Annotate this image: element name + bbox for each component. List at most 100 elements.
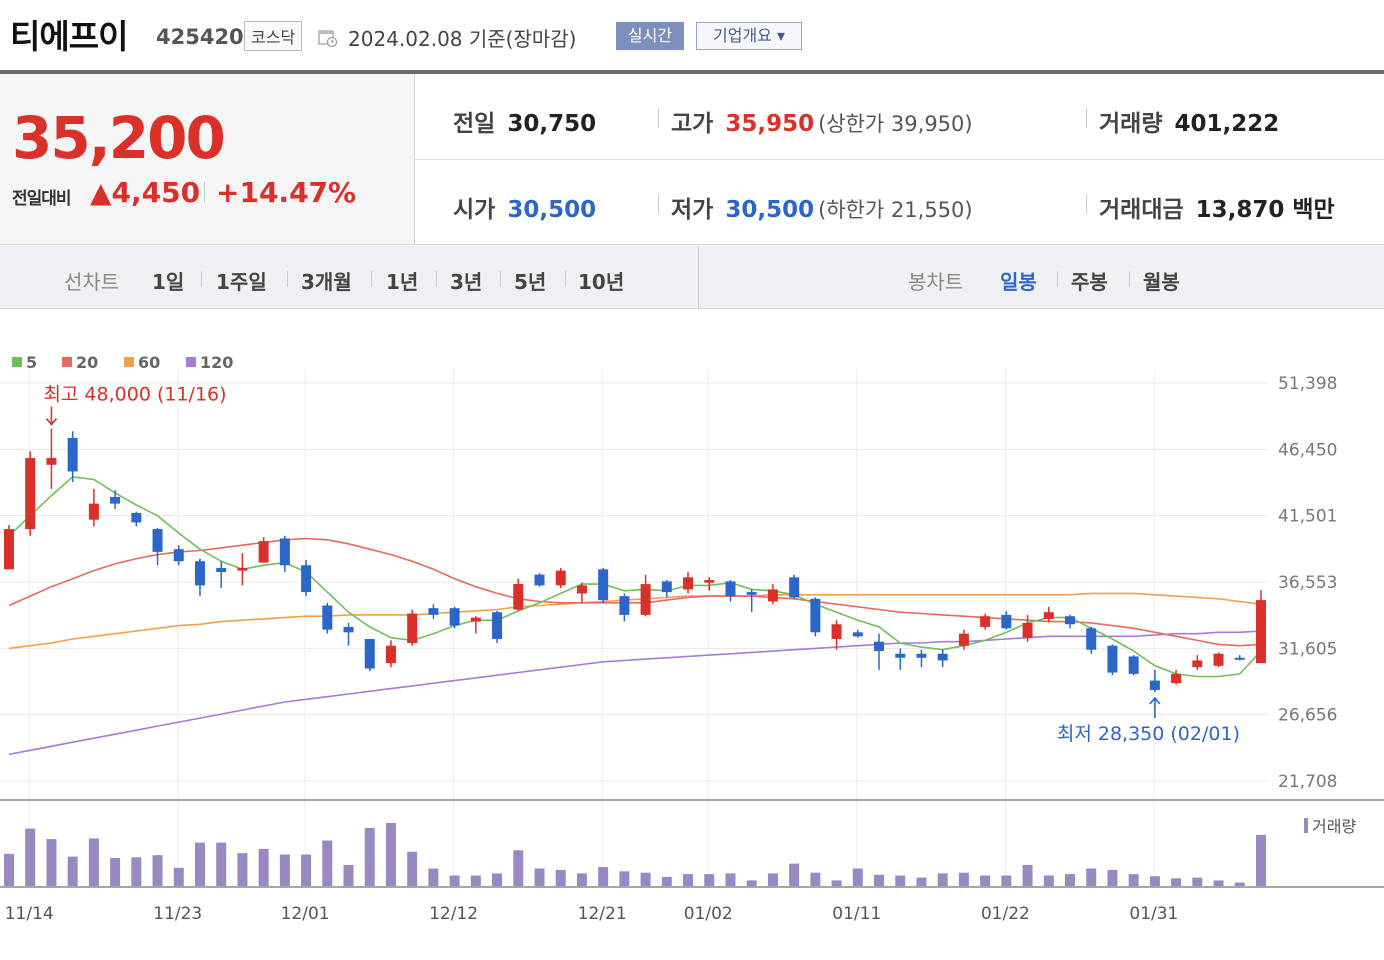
candle-body [746,592,757,595]
candle-body [555,570,566,586]
volume-bar [513,850,524,886]
period-tab-10y[interactable]: 10년 [578,270,625,294]
y-tick-label: 51,398 [1278,374,1337,394]
open-stat: 시가 30,500 [453,197,597,223]
calendar-icon [318,30,338,48]
tab-divider [287,271,288,287]
volume-bar [131,857,142,886]
volume-bar [46,839,57,886]
tab-divider [436,271,437,287]
candle-body [619,596,630,615]
period-section-divider [698,246,699,308]
candle-body [449,608,460,626]
candle-body [534,574,545,586]
candle-tab-weekly[interactable]: 주봉 [1071,270,1108,294]
x-tick-label: 11/14 [5,904,54,924]
volume-bar [343,865,354,886]
candle-body [683,577,694,590]
candle-body [152,529,163,552]
stat-divider [658,108,659,128]
amount-stat: 거래대금 13,870 백만 [1099,197,1335,223]
volume-bar [470,875,481,886]
volume-bar [279,854,290,886]
candle-body [343,626,354,633]
y-tick-label: 46,450 [1278,440,1337,460]
candle-body [725,581,736,597]
volume-bar [555,869,566,886]
x-tick-label: 01/11 [832,904,881,924]
volume-bar [1255,834,1266,886]
candle-body [237,567,248,571]
candles [4,428,1266,692]
high-stat: 고가 35,950 (상한가 39,950) [671,111,973,137]
volume-bar [980,875,991,886]
candle-body [67,437,78,472]
stat-divider [1086,108,1087,128]
period-tab-1y[interactable]: 1년 [386,270,419,294]
current-price: 35,200 [12,104,226,172]
market-badge: 코스닥 [244,21,303,51]
stat-divider [658,194,659,214]
y-tick-label: 36,553 [1278,573,1337,593]
volume-bar [258,848,269,886]
low-annotation: 최저 28,350 (02/01) [1057,723,1240,745]
x-tick-label: 01/02 [684,904,733,924]
candle-tab-daily[interactable]: 일봉 [1000,270,1037,294]
volume-bar [428,868,439,886]
realtime-button[interactable]: 실시간 [616,22,684,50]
candle-body [88,503,99,520]
y-tick-label: 31,605 [1278,639,1337,659]
tab-divider [565,271,566,287]
low-stat: 저가 30,500 (하한가 21,550) [671,197,973,223]
candle-body [301,565,312,593]
period-tabs: 선차트 1일 1주일 3개월 1년 3년 5년 10년 봉차트 일봉 주봉 월봉 [0,246,1384,309]
period-tab-3m[interactable]: 3개월 [301,270,352,294]
volume-bar [152,855,163,886]
volume-bar [640,872,651,886]
volume-bar [1043,875,1054,886]
period-tab-5y[interactable]: 5년 [514,270,547,294]
volume-stat: 거래량 401,222 [1099,111,1280,137]
high-arrow-icon [45,406,58,426]
y-tick-label: 41,501 [1278,507,1337,527]
header-divider [0,70,1384,74]
volume-bar [1192,877,1203,886]
volume-bar [810,872,821,886]
x-tick-label: 12/12 [429,904,478,924]
candle-body [322,605,333,630]
volume-bar [322,840,333,886]
change-divider [204,182,205,202]
volume-bar [237,853,248,886]
candle-body [194,561,205,586]
period-tab-1d[interactable]: 1일 [152,270,185,294]
volume-bar [110,858,121,886]
candle-body [916,653,927,658]
chart-grid [0,369,1384,888]
candle-tab-monthly[interactable]: 월봉 [1143,270,1180,294]
company-overview-dropdown[interactable]: 기업개요 ▾ [696,22,802,50]
candle-body [279,538,290,566]
candle-body [874,641,885,652]
chart-annotations: 최고 48,000 (11/16) 최저 28,350 (02/01) [43,384,1240,745]
candle-body [513,584,524,610]
volume-bar [683,874,694,886]
line-chart-label: 선차트 [64,270,120,294]
volume-bar [1149,876,1160,886]
volume-bar [492,873,503,886]
candle-body [937,653,948,661]
period-tab-3y[interactable]: 3년 [450,270,483,294]
candle-body [1107,645,1118,673]
volume-bar [576,873,587,886]
stats-divider [0,244,1384,245]
tab-divider [500,271,501,287]
candle-body [46,458,57,465]
volume-bar [958,872,969,886]
period-tab-1w[interactable]: 1주일 [216,270,267,294]
candle-body [767,589,778,602]
low-arrow-icon [1149,696,1161,718]
volume-bar [916,877,927,886]
candle-body [1149,680,1160,690]
candle-body [216,567,227,572]
candle-body [428,608,439,615]
candle-body [258,541,269,563]
